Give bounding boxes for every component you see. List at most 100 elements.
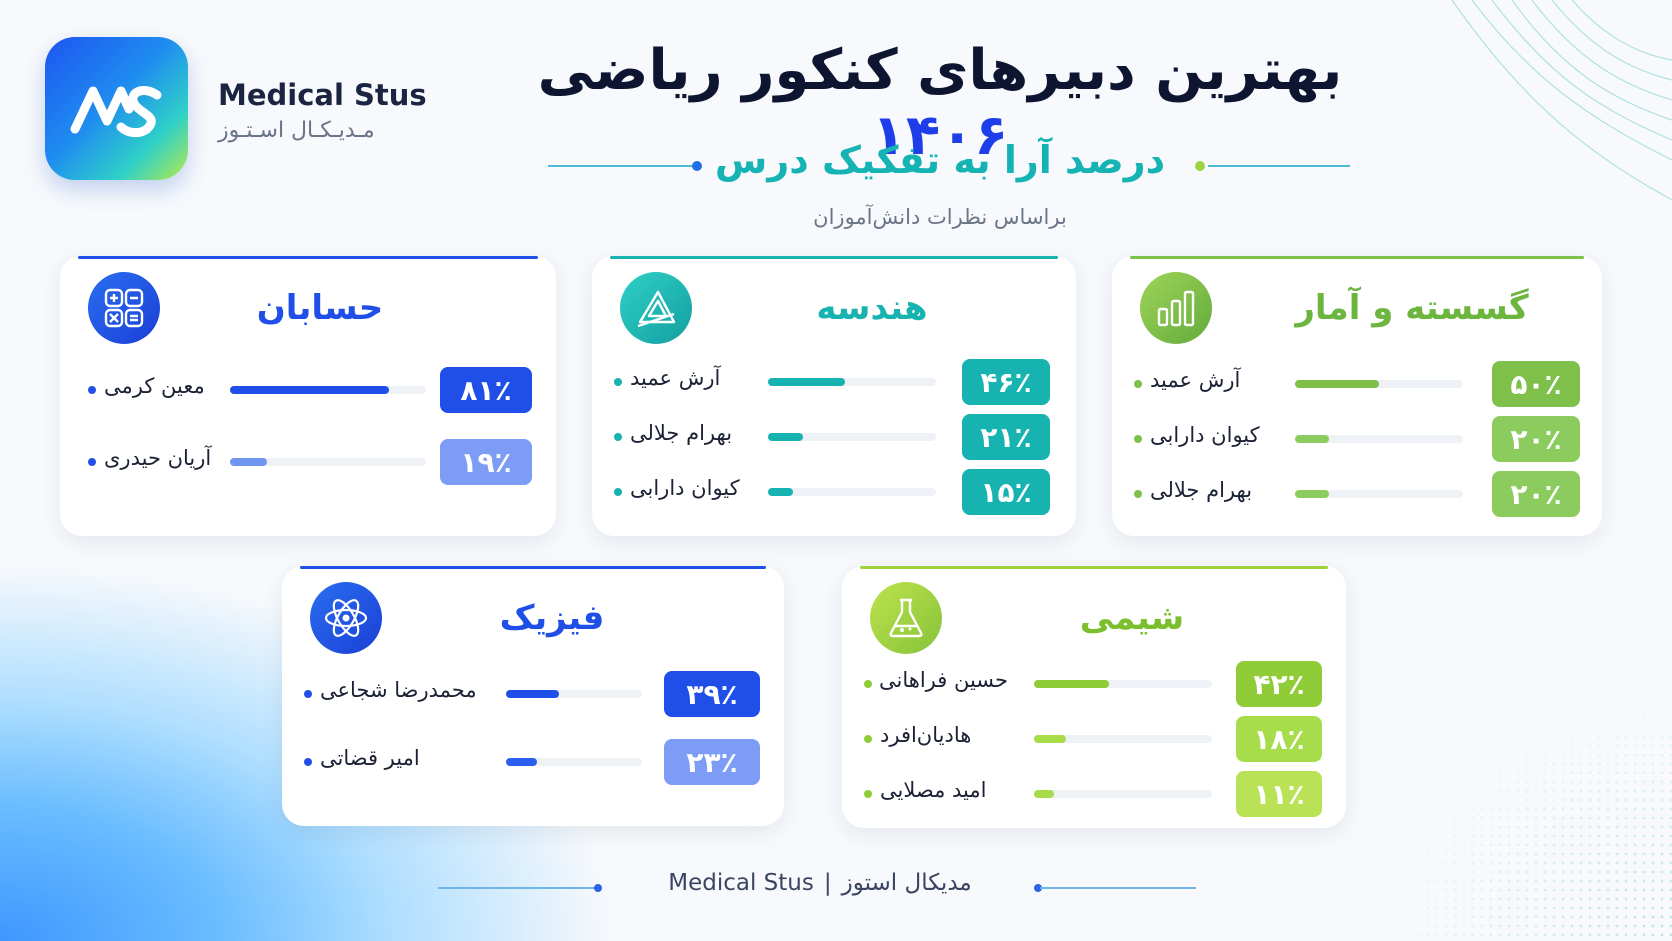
bar-track (1034, 735, 1212, 743)
subject-card-chemistry: شیمی حسین فراهانی ۴۲٪ هادیان‌افرد ۱۸٪ امید م… (842, 566, 1346, 828)
bullet-dot (864, 735, 872, 743)
percent-badge: ۳۹٪ (664, 671, 760, 717)
teacher-name: بهرام جلالی (1150, 478, 1253, 502)
bar-fill (230, 458, 268, 466)
teacher-name: امید مصلایی (880, 778, 987, 802)
brand-name-en: Medical Stus (218, 78, 427, 112)
card-accent (300, 566, 766, 569)
card-title: حسابان (256, 288, 384, 328)
percent-badge: ۱۸٪ (1236, 716, 1322, 762)
footer-brand-fa: مدیکال استوز (841, 870, 972, 896)
teacher-name: معین کرمی (104, 374, 205, 398)
decorative-lines (1451, 0, 1672, 201)
subject-card-physics: فیزیک محمدرضا شجاعی ۳۹٪ امیر قضاتی ۲۳٪ (282, 566, 784, 826)
percent-badge: ۱۹٪ (440, 439, 532, 485)
bullet-dot (1134, 490, 1142, 498)
bar-fill (768, 433, 804, 441)
bar-track (230, 386, 426, 394)
percent-badge: ۲۰٪ (1492, 471, 1580, 517)
bar-fill (1034, 680, 1109, 688)
bar-fill (768, 488, 794, 496)
card-title: فیزیک (499, 598, 605, 638)
subject-card-discrete-stats: گسسته و آمار آرش عمید ۵۰٪ کیوان دارابی ۲۰٪ ب… (1112, 256, 1602, 536)
page-title: بهترین دبیرهای کنکور ریاضی ۱۴۰۶ (480, 38, 1400, 168)
subtitle-dot-right (1195, 161, 1205, 171)
page-caption: براساس نظرات دانش‌آموزان (813, 205, 1067, 229)
teacher-name: حسین فراهانی (879, 668, 1008, 692)
teacher-name: بهرام جلالی (630, 421, 733, 445)
bar-fill (1295, 380, 1379, 388)
percent-badge: ۲۱٪ (962, 414, 1050, 460)
bar-track (506, 758, 642, 766)
teacher-name: کیوان دارابی (630, 476, 740, 500)
percent-badge: ۴۲٪ (1236, 661, 1322, 707)
card-title: هندسه (816, 288, 928, 328)
bullet-dot (304, 690, 312, 698)
subtitle-dot-left (692, 161, 702, 171)
teacher-name: امیر قضاتی (320, 746, 420, 770)
calculator-icon (88, 272, 160, 344)
app-logo (45, 37, 188, 180)
percent-badge: ۸۱٪ (440, 367, 532, 413)
bar-track (768, 433, 936, 441)
bullet-dot (1134, 435, 1142, 443)
card-accent (610, 256, 1058, 259)
logo-mark-icon (70, 85, 161, 137)
decorative-dots (1372, 681, 1672, 941)
subject-card-calculus: حسابان معین کرمی ۸۱٪ آریان حیدری ۱۹٪ (60, 256, 556, 536)
bar-fill (768, 378, 846, 386)
bar-chart-icon (1140, 272, 1212, 344)
bullet-dot (614, 433, 622, 441)
bullet-dot (1134, 380, 1142, 388)
bullet-dot (614, 488, 622, 496)
percent-badge: ۵۰٪ (1492, 361, 1580, 407)
footer-line-left (438, 887, 598, 889)
brand-name-fa: مـدیـکـال اسـتـوز (218, 118, 375, 143)
bar-fill (1295, 435, 1329, 443)
footer-line-right (1040, 887, 1196, 889)
footer-dot-right (1034, 884, 1042, 892)
card-title: شیمی (1079, 598, 1185, 638)
bar-track (1295, 380, 1463, 388)
percent-badge: ۱۵٪ (962, 469, 1050, 515)
percent-badge: ۲۰٪ (1492, 416, 1580, 462)
teacher-name: کیوان دارابی (1150, 423, 1260, 447)
bullet-dot (88, 386, 96, 394)
bar-track (230, 458, 426, 466)
title-text: بهترین دبیرهای کنکور ریاضی (537, 38, 1343, 103)
bullet-dot (864, 680, 872, 688)
title-year: ۱۴۰۶ (871, 103, 1009, 168)
teacher-name: آرش عمید (1150, 368, 1241, 392)
bar-track (768, 488, 936, 496)
atom-icon (310, 582, 382, 654)
bar-fill (506, 758, 538, 766)
bar-fill (1034, 735, 1067, 743)
bar-track (1295, 490, 1463, 498)
subtitle-line-right (1208, 165, 1350, 167)
bar-fill (230, 386, 389, 394)
bar-track (768, 378, 936, 386)
teacher-name: هادیان‌افرد (880, 723, 972, 747)
bar-track (1034, 680, 1212, 688)
flask-icon (870, 582, 942, 654)
percent-badge: ۱۱٪ (1236, 771, 1322, 817)
teacher-name: آریان حیدری (104, 446, 212, 470)
bullet-dot (304, 758, 312, 766)
footer-dot-left (594, 884, 602, 892)
subtitle-line-left (548, 165, 698, 167)
bullet-dot (88, 458, 96, 466)
page-subtitle: درصد آرا به تفکیک درس (714, 138, 1166, 182)
footer-brand-en: Medical Stus (668, 870, 814, 896)
teacher-name: محمدرضا شجاعی (320, 678, 477, 702)
subject-card-geometry: هندسه آرش عمید ۴۶٪ بهرام جلالی ۲۱٪ کیوان دار… (592, 256, 1076, 536)
bar-track (1295, 435, 1463, 443)
bar-track (1034, 790, 1212, 798)
bar-fill (506, 690, 560, 698)
card-accent (1130, 256, 1584, 259)
footer-separator: | (823, 870, 832, 896)
card-accent (78, 256, 538, 259)
percent-badge: ۴۶٪ (962, 359, 1050, 405)
card-accent (860, 566, 1328, 569)
teacher-name: آرش عمید (630, 366, 721, 390)
bullet-dot (614, 378, 622, 386)
